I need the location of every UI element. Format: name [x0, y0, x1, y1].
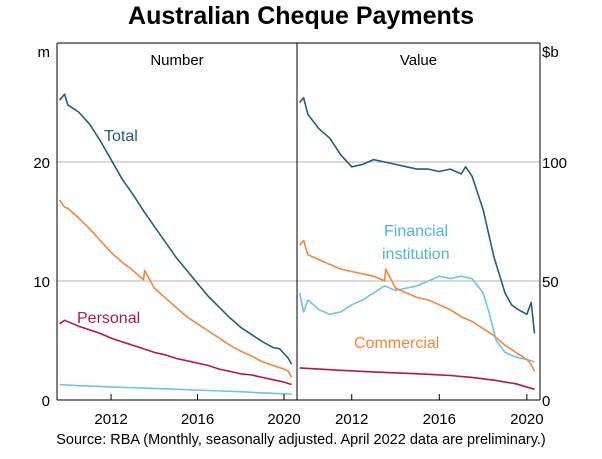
- number-panel-title: Number: [150, 52, 203, 69]
- value-ytick-label-0: 0: [542, 393, 550, 410]
- number-label-total: Total: [104, 128, 138, 145]
- value-series-commercial: [298, 239, 536, 372]
- number-xtick-label-2012: 2012: [94, 411, 127, 428]
- number-label-personal: Personal: [77, 310, 140, 327]
- value-panel-title: Value: [400, 52, 437, 69]
- value-series-financial-institution: [298, 275, 535, 363]
- value-xtick-label-2020: 2020: [510, 411, 543, 428]
- value-series-personal: [299, 367, 535, 391]
- value-ytick-label-100: 100: [542, 155, 567, 172]
- chart-title: Australian Cheque Payments: [128, 2, 474, 30]
- value-label-financial: Financial: [384, 223, 448, 240]
- number-series-financial-institution: [59, 383, 292, 395]
- number-xtick-label-2016: 2016: [181, 411, 214, 428]
- value-series-total: [298, 96, 536, 334]
- number-xtick-label-2020: 2020: [267, 411, 300, 428]
- number-series-total: [58, 93, 293, 365]
- value-xtick-label-2012: 2012: [335, 411, 368, 428]
- value-label-institution: institution: [382, 246, 450, 263]
- number-unit-label: m: [38, 44, 51, 61]
- number-series-personal: [59, 319, 292, 386]
- number-ytick-label-0: 0: [42, 393, 50, 410]
- value-label-commercial: Commercial: [354, 335, 439, 352]
- number-ytick-label-20: 20: [33, 155, 50, 172]
- chart-source: Source: RBA (Monthly, seasonally adjuste…: [56, 432, 546, 448]
- value-ytick-label-50: 50: [542, 274, 559, 291]
- number-ytick-label-10: 10: [33, 274, 50, 291]
- value-xtick-label-2016: 2016: [423, 411, 456, 428]
- value-unit-label: $b: [542, 44, 559, 61]
- number-series-commercial: [58, 199, 293, 378]
